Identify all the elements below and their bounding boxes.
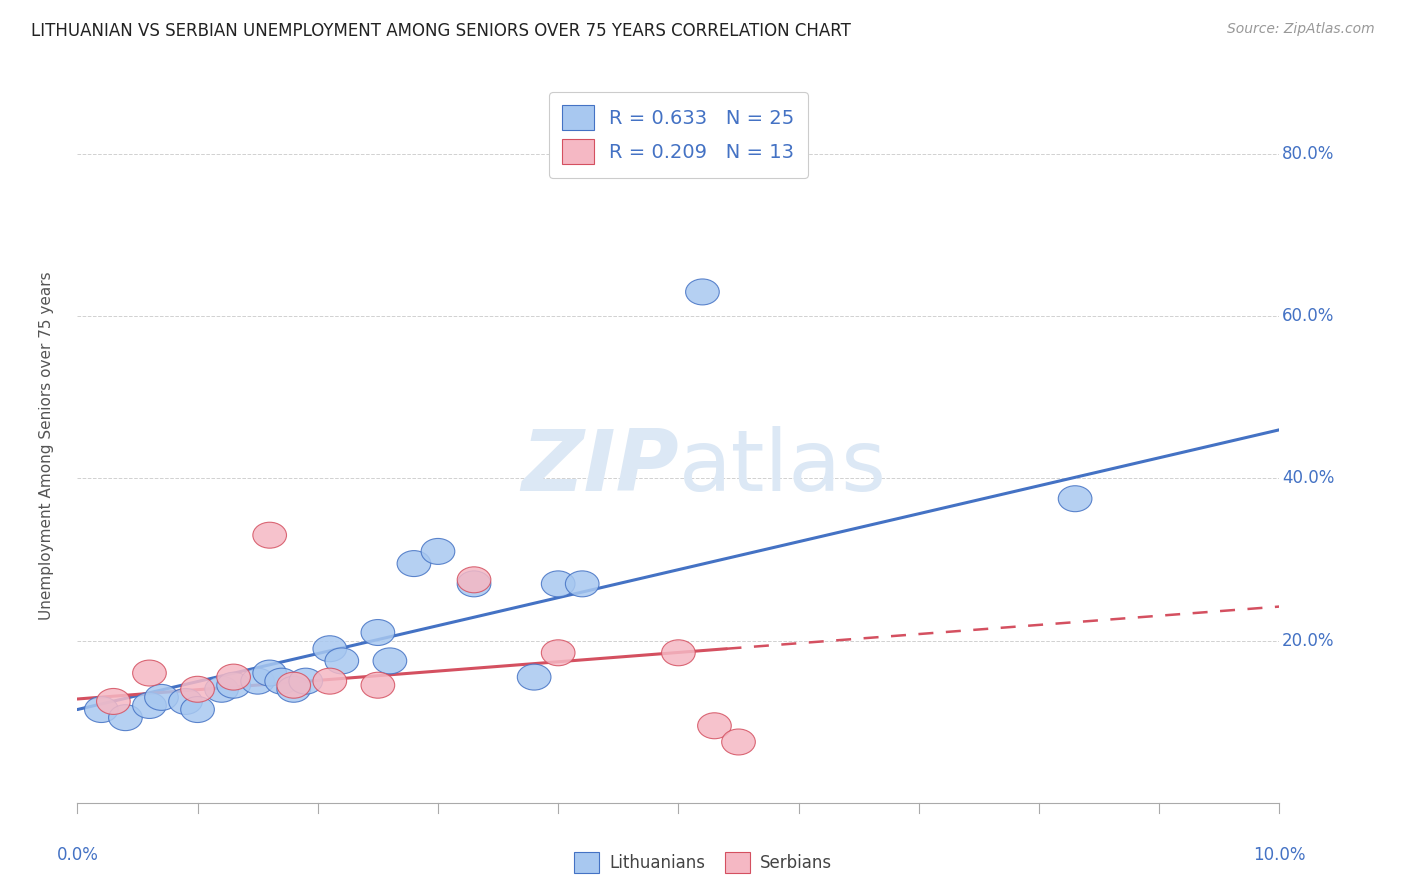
Ellipse shape [457,571,491,597]
Y-axis label: Unemployment Among Seniors over 75 years: Unemployment Among Seniors over 75 years [39,272,53,620]
Ellipse shape [108,705,142,731]
Ellipse shape [253,522,287,549]
Ellipse shape [181,697,214,723]
Ellipse shape [325,648,359,673]
Ellipse shape [314,668,347,694]
Ellipse shape [288,668,322,694]
Ellipse shape [277,673,311,698]
Ellipse shape [517,665,551,690]
Ellipse shape [217,665,250,690]
Text: 60.0%: 60.0% [1282,307,1334,326]
Text: LITHUANIAN VS SERBIAN UNEMPLOYMENT AMONG SENIORS OVER 75 YEARS CORRELATION CHART: LITHUANIAN VS SERBIAN UNEMPLOYMENT AMONG… [31,22,851,40]
Ellipse shape [541,640,575,665]
Ellipse shape [662,640,695,665]
Ellipse shape [277,676,311,702]
Ellipse shape [253,660,287,686]
Ellipse shape [84,697,118,723]
Text: 40.0%: 40.0% [1282,469,1334,487]
Ellipse shape [264,668,298,694]
Ellipse shape [181,676,214,702]
Ellipse shape [217,673,250,698]
Ellipse shape [361,673,395,698]
Ellipse shape [1059,486,1092,512]
Ellipse shape [373,648,406,673]
Ellipse shape [422,539,454,565]
Ellipse shape [132,660,166,686]
Text: 10.0%: 10.0% [1253,846,1306,863]
Text: 20.0%: 20.0% [1282,632,1334,649]
Ellipse shape [205,676,239,702]
Ellipse shape [314,636,347,662]
Text: 0.0%: 0.0% [56,846,98,863]
Ellipse shape [541,571,575,597]
Ellipse shape [240,668,274,694]
Text: 80.0%: 80.0% [1282,145,1334,163]
Ellipse shape [457,566,491,593]
Ellipse shape [169,689,202,714]
Ellipse shape [721,729,755,755]
Legend: R = 0.633   N = 25, R = 0.209   N = 13: R = 0.633 N = 25, R = 0.209 N = 13 [548,92,808,178]
Ellipse shape [97,689,131,714]
Ellipse shape [396,550,430,576]
Ellipse shape [132,692,166,718]
Ellipse shape [361,620,395,646]
Ellipse shape [565,571,599,597]
Ellipse shape [686,279,720,305]
Text: atlas: atlas [679,425,886,509]
Text: Source: ZipAtlas.com: Source: ZipAtlas.com [1227,22,1375,37]
Ellipse shape [145,684,179,710]
Legend: Lithuanians, Serbians: Lithuanians, Serbians [567,846,839,880]
Text: ZIP: ZIP [520,425,679,509]
Ellipse shape [697,713,731,739]
